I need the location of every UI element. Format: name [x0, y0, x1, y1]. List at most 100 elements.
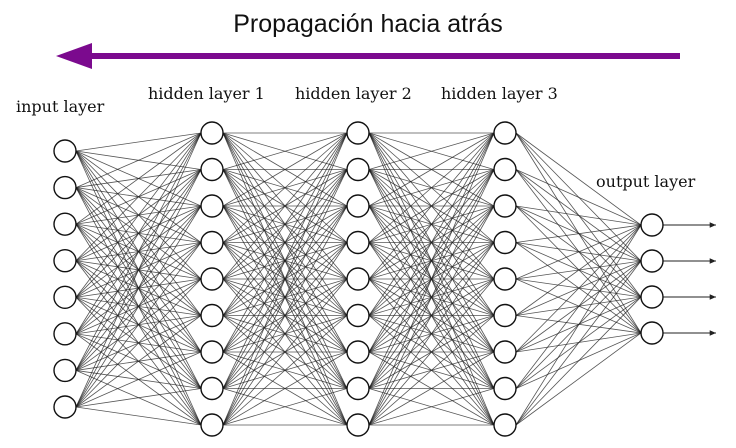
connection-line	[222, 132, 348, 170]
hidden-layer-3-neuron	[493, 121, 517, 145]
input-layer-label: input layer	[16, 97, 105, 116]
hidden-layer-1-neuron	[200, 230, 224, 255]
connection-line	[222, 132, 348, 316]
connection-line	[222, 132, 348, 426]
diagram-title: Propagación hacia atrás	[233, 10, 503, 38]
hidden-layer-1-neuron	[200, 267, 224, 291]
connection-line	[368, 132, 495, 170]
connection-line	[75, 132, 202, 335]
connection-line	[75, 132, 202, 225]
connection-line	[222, 242, 348, 426]
input-layer-neuron	[53, 395, 77, 419]
connections	[75, 132, 642, 426]
input-layer-neuron	[53, 212, 77, 236]
hidden-layer-1-neuron	[200, 340, 224, 364]
connection-line	[222, 169, 348, 426]
hidden-layer-3-neuron	[493, 230, 517, 255]
hidden-layer-3-neuron	[493, 340, 517, 364]
connection-line	[75, 132, 202, 371]
neurons	[53, 121, 664, 437]
input-layer-neuron	[53, 249, 77, 273]
connection-line	[515, 224, 642, 280]
input-layer-neuron	[53, 358, 77, 383]
connection-line	[368, 132, 495, 353]
hidden-layer-1-label: hidden layer 1	[148, 84, 265, 103]
connection-line	[368, 132, 495, 389]
connection-line	[368, 169, 495, 426]
connection-line	[515, 332, 642, 426]
connection-line	[75, 132, 202, 261]
hidden-layer-3-neuron	[493, 376, 517, 401]
connection-line	[368, 132, 495, 207]
connection-line	[75, 132, 202, 152]
connection-line	[222, 351, 348, 426]
hidden-layer-3-neuron	[493, 157, 517, 182]
connection-line	[222, 278, 348, 426]
connection-line	[515, 224, 642, 316]
connection-line	[515, 169, 642, 226]
hidden-layer-3-neuron	[493, 303, 517, 328]
hidden-layer-2-neuron	[346, 413, 370, 437]
backpropagation-arrow	[56, 43, 680, 69]
hidden-layer-3-neuron	[493, 413, 517, 437]
hidden-layer-2-neuron	[346, 157, 370, 182]
hidden-layer-2-neuron	[346, 303, 370, 328]
connection-line	[75, 388, 202, 408]
hidden-layer-2-label: hidden layer 2	[295, 84, 412, 103]
output-arrows	[663, 222, 716, 336]
connection-line	[75, 351, 202, 408]
hidden-layer-2-neuron	[346, 340, 370, 364]
connection-line	[515, 224, 642, 353]
hidden-layer-1-neuron	[200, 413, 224, 437]
connection-line	[515, 224, 642, 243]
connection-line	[222, 132, 348, 280]
connection-line	[75, 205, 202, 408]
connection-line	[75, 132, 202, 298]
connection-line	[515, 224, 642, 426]
connection-line	[515, 296, 642, 426]
connection-line	[75, 242, 202, 408]
connection-line	[75, 315, 202, 408]
connection-line	[222, 205, 348, 426]
connection-line	[222, 388, 348, 426]
connection-line	[368, 242, 495, 426]
connection-line	[515, 205, 642, 226]
connection-line	[368, 315, 495, 426]
hidden-layer-1-neuron	[200, 376, 224, 401]
output-layer-neuron	[640, 285, 664, 309]
output-layer-neuron	[640, 213, 664, 237]
connection-line	[515, 260, 642, 426]
connection-line	[222, 132, 348, 353]
hidden-layer-1-neuron	[200, 157, 224, 182]
hidden-layer-2-neuron	[346, 376, 370, 401]
hidden-layer-1-neuron	[200, 194, 224, 218]
input-layer-neuron	[53, 322, 77, 346]
connection-line	[368, 132, 495, 426]
connection-line	[368, 388, 495, 426]
connection-line	[515, 224, 642, 389]
output-layer-label: output layer	[596, 172, 696, 191]
connection-line	[368, 351, 495, 426]
hidden-layer-1-neuron	[200, 121, 224, 145]
connection-line	[222, 132, 348, 389]
input-layer-neuron	[53, 285, 77, 309]
connection-line	[368, 205, 495, 426]
input-layer-neuron	[53, 139, 77, 163]
hidden-layer-2-neuron	[346, 121, 370, 145]
hidden-layer-3-neuron	[493, 267, 517, 291]
connection-line	[75, 169, 202, 408]
output-layer-neuron	[640, 321, 664, 345]
connection-line	[222, 132, 348, 243]
connection-line	[75, 132, 202, 408]
connection-line	[222, 315, 348, 426]
hidden-layer-2-neuron	[346, 230, 370, 255]
hidden-layer-1-neuron	[200, 303, 224, 328]
connection-line	[368, 132, 495, 316]
connection-line	[75, 132, 202, 188]
hidden-layer-3-label: hidden layer 3	[441, 84, 558, 103]
connection-line	[222, 132, 348, 207]
connection-line	[368, 132, 495, 280]
connection-line	[75, 406, 202, 426]
